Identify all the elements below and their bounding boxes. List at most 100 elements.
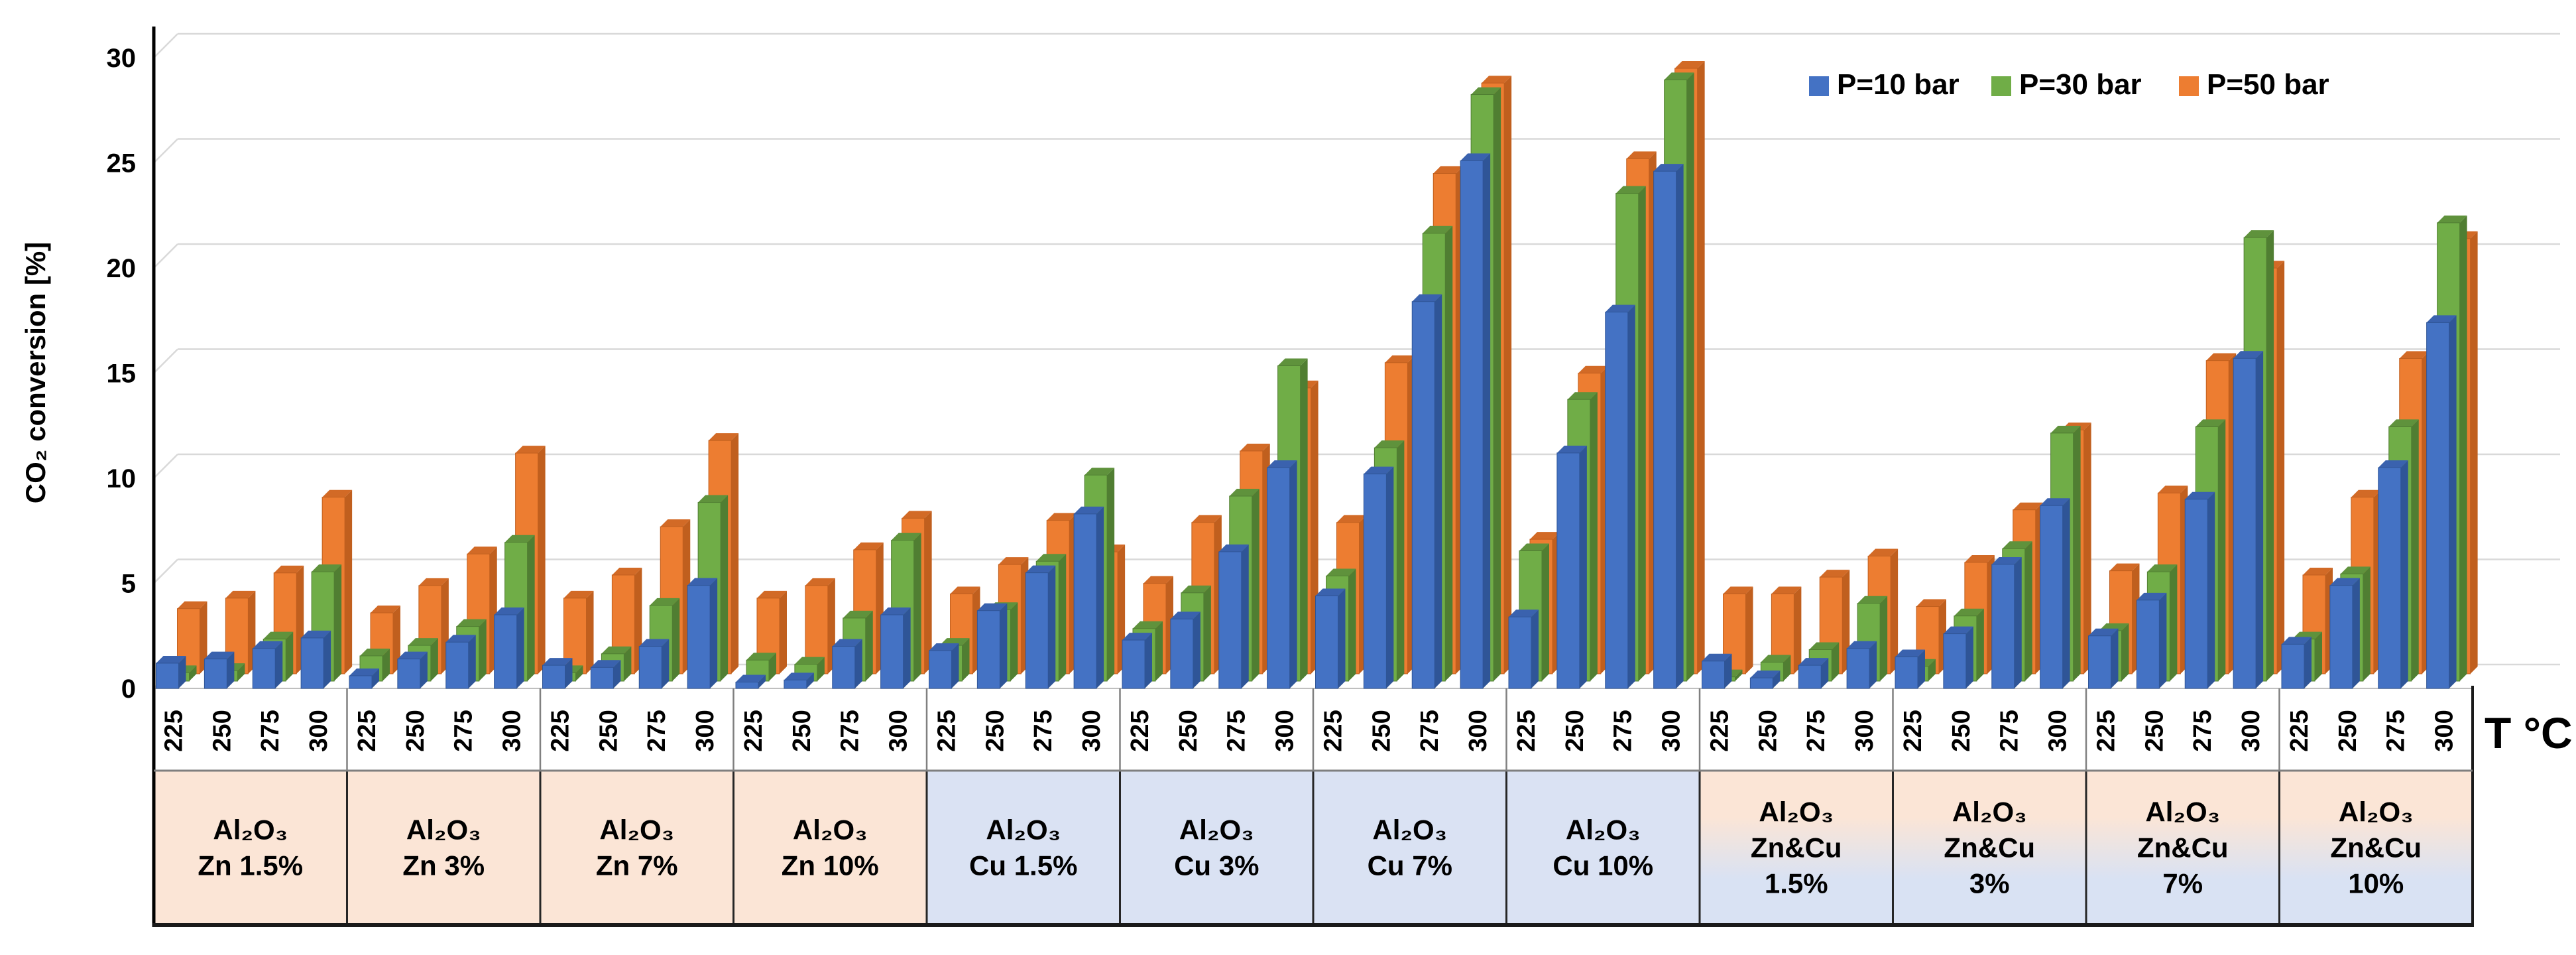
bar-1-225-10bar-side [372,668,379,688]
bar-3-225-50bar-top [757,590,787,598]
bar-6-225-10bar [1315,596,1338,689]
bar-5-300-30bar-top [1277,358,1308,366]
bar-4-275-30bar-side [1059,554,1067,681]
bar-11-225-10bar-top [2282,637,2312,645]
y-tick-label: 15 [107,359,137,389]
bar-9-275-10bar-top [1991,556,2022,564]
bar-11-300-10bar-side [2449,315,2457,688]
bar-6-300-30bar-side [1493,87,1501,681]
bar-1-300-50bar-top [515,446,546,454]
temp-label: 225 [740,710,768,751]
bar-8-250-30bar-side [1783,655,1791,681]
bar-11-275-50bar-top [2399,351,2430,359]
bar-2-275-30bar-top [650,598,680,605]
bar-6-225-10bar-top [1315,588,1346,596]
bar-0-225-10bar-side [178,655,186,688]
temp-label: 300 [1658,710,1686,751]
temp-label: 275 [450,710,478,751]
catalyst-label-line: Zn&Cu [2330,832,2422,863]
bar-6-250-50bar-top [1385,355,1415,363]
bar-6-300-50bar-top [1482,76,1512,84]
bar-2-275-30bar-side [672,598,680,681]
bar-1-225-10bar-top [349,668,379,676]
bar-6-250-10bar-top [1364,466,1394,474]
bar-1-250-30bar-top [408,638,438,646]
bar-6-250-30bar-side [1397,440,1405,681]
category-band-cell [2086,771,2280,925]
temp-label: 300 [691,710,719,751]
temp-label: 300 [1464,710,1492,751]
category-band-cell [2279,771,2473,925]
temp-label: 275 [1029,710,1057,751]
bar-5-300-10bar [1267,467,1291,689]
category-band-cell [540,771,734,925]
bar-9-250-10bar [1943,633,1967,689]
bar-0-300-10bar [300,637,324,689]
bar-1-225-50bar-side [393,605,400,674]
bar-10-300-30bar-side [2266,230,2274,681]
bar-2-250-10bar-side [613,660,621,688]
temp-label: 225 [1126,710,1154,751]
bar-9-225-10bar-top [1895,649,1925,657]
bar-4-300-30bar-side [1107,468,1115,681]
temp-label: 300 [498,710,526,751]
bar-7-275-30bar-side [1638,186,1646,681]
bar-9-250-30bar-side [1976,608,1984,681]
bar-9-300-50bar-side [2083,422,2091,674]
catalyst-label-line: Al₂O₃ [406,814,481,846]
temp-label: 250 [1948,710,1975,751]
catalyst-label-line: Al₂O₃ [1566,814,1641,846]
bar-5-275-10bar [1218,551,1242,689]
bar-11-250-10bar-side [2352,578,2360,688]
catalyst-label-line: Cu 3% [1174,850,1259,881]
bar-9-300-30bar-side [2073,425,2081,681]
bar-3-225-10bar-side [758,674,766,688]
y-tick-label: 5 [121,570,136,599]
temp-label: 250 [208,710,236,751]
bar-3-225-50bar-side [780,590,787,674]
bar-1-275-10bar [445,641,469,689]
bar-4-225-10bar-top [929,643,959,651]
temp-label: 250 [2334,710,2362,751]
temp-label: 225 [2286,710,2313,751]
bar-3-275-10bar [832,646,856,689]
bar-0-275-10bar-side [275,641,283,688]
catalyst-label-line: Al₂O₃ [1759,796,1834,828]
bar-7-300-10bar-side [1676,164,1684,688]
bar-5-300-30bar-side [1300,358,1308,681]
bar-11-250-30bar-top [2340,566,2371,574]
y-tick-label: 20 [107,254,137,283]
bar-8-300-50bar-top [1868,548,1899,556]
bar-10-250-30bar-side [2170,564,2178,681]
bar-4-275-50bar-top [1047,513,1077,521]
bar-5-250-30bar-top [1181,585,1211,593]
bar-10-275-30bar-top [2195,419,2226,427]
bar-6-300-50bar-side [1504,76,1512,674]
bar-1-275-10bar-side [468,635,476,688]
category-band-cell [733,771,927,925]
bar-0-225-50bar-top [177,601,207,609]
bar-10-275-10bar-side [2207,491,2215,688]
bar-0-275-30bar-top [263,631,294,639]
bar-10-300-10bar-side [2256,351,2264,688]
temp-label: 225 [1319,710,1347,751]
bar-3-250-30bar-top [794,657,825,665]
bar-8-275-30bar-top [1809,642,1840,650]
bar-5-250-10bar-side [1193,611,1200,688]
bar-8-275-10bar-top [1798,658,1829,666]
bar-8-300-10bar [1846,648,1870,689]
bar-1-225-10bar [349,675,373,689]
bar-3-275-50bar-top [853,542,884,550]
catalyst-label-line: Zn 3% [402,850,485,881]
bar-1-300-10bar-side [516,607,524,688]
temp-label: 250 [1175,710,1202,751]
bar-11-275-10bar [2378,467,2402,689]
bar-0-275-10bar-top [253,641,283,649]
catalyst-label-line: Al₂O₃ [599,814,674,846]
bar-0-250-10bar [204,659,227,689]
bar-3-300-10bar-side [903,607,911,688]
bar-9-300-10bar [2040,505,2064,689]
bar-2-300-10bar-top [687,578,718,586]
bar-2-225-10bar-top [542,658,573,666]
